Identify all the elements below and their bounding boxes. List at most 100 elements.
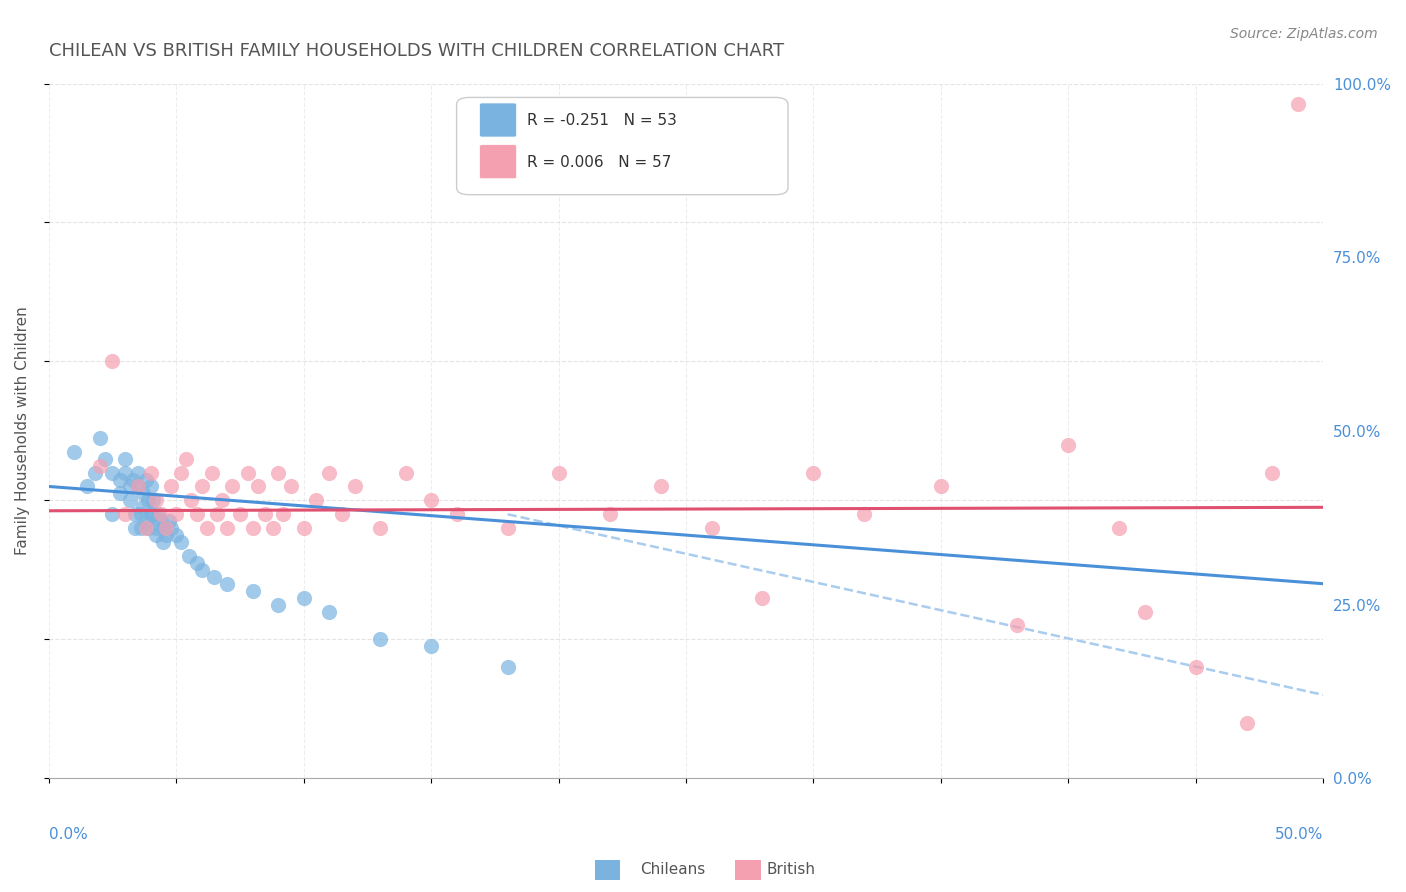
Point	[650, 479, 672, 493]
Point	[368, 632, 391, 647]
Point	[599, 508, 621, 522]
Point	[1007, 618, 1029, 632]
Point	[170, 535, 193, 549]
Point	[127, 479, 149, 493]
Point	[135, 514, 157, 528]
Point	[267, 598, 290, 612]
Point	[343, 479, 366, 493]
Point	[165, 528, 187, 542]
Point	[236, 466, 259, 480]
Point	[135, 521, 157, 535]
Point	[76, 479, 98, 493]
Point	[142, 493, 165, 508]
Point	[83, 466, 105, 480]
Point	[127, 466, 149, 480]
Point	[89, 458, 111, 473]
FancyBboxPatch shape	[479, 103, 516, 137]
Point	[127, 479, 149, 493]
Point	[170, 466, 193, 480]
Point	[124, 521, 146, 535]
FancyBboxPatch shape	[457, 97, 787, 194]
Point	[101, 508, 124, 522]
Point	[180, 493, 202, 508]
Point	[292, 521, 315, 535]
Text: British: British	[766, 863, 815, 877]
Point	[124, 508, 146, 522]
Point	[751, 591, 773, 605]
Point	[132, 500, 155, 515]
Point	[217, 576, 239, 591]
Text: CHILEAN VS BRITISH FAMILY HOUSEHOLDS WITH CHILDREN CORRELATION CHART: CHILEAN VS BRITISH FAMILY HOUSEHOLDS WIT…	[49, 42, 785, 60]
Point	[246, 479, 269, 493]
Point	[190, 563, 212, 577]
Point	[1057, 438, 1080, 452]
Point	[129, 521, 152, 535]
Point	[1286, 97, 1309, 112]
Point	[318, 605, 340, 619]
Point	[165, 508, 187, 522]
Point	[229, 508, 252, 522]
Point	[114, 508, 136, 522]
Point	[211, 493, 233, 508]
Point	[145, 521, 167, 535]
Point	[177, 549, 200, 563]
Text: Chileans: Chileans	[640, 863, 704, 877]
Point	[1185, 660, 1208, 674]
Point	[108, 473, 131, 487]
Point	[496, 660, 519, 674]
Point	[305, 493, 328, 508]
Point	[1261, 466, 1284, 480]
Point	[142, 508, 165, 522]
Point	[254, 508, 277, 522]
Point	[145, 528, 167, 542]
Point	[145, 493, 167, 508]
Point	[853, 508, 876, 522]
Point	[394, 466, 416, 480]
Point	[135, 473, 157, 487]
Point	[204, 570, 226, 584]
Point	[420, 639, 443, 653]
Point	[108, 486, 131, 500]
Point	[1236, 715, 1258, 730]
Point	[280, 479, 302, 493]
Point	[136, 521, 159, 535]
Point	[217, 521, 239, 535]
Point	[1133, 605, 1156, 619]
Point	[148, 508, 170, 522]
Point	[929, 479, 952, 493]
Point	[496, 521, 519, 535]
Point	[149, 514, 172, 528]
Point	[155, 521, 177, 535]
Point	[176, 451, 198, 466]
Point	[1108, 521, 1130, 535]
Point	[152, 521, 174, 535]
Point	[547, 466, 569, 480]
Point	[446, 508, 468, 522]
Point	[152, 535, 174, 549]
Point	[700, 521, 723, 535]
Point	[330, 508, 353, 522]
Point	[160, 479, 183, 493]
Point	[89, 431, 111, 445]
Point	[267, 466, 290, 480]
Point	[101, 354, 124, 368]
Point	[129, 508, 152, 522]
Text: R = 0.006   N = 57: R = 0.006 N = 57	[527, 154, 671, 169]
Point	[195, 521, 218, 535]
Point	[205, 508, 228, 522]
Point	[149, 508, 172, 522]
Point	[190, 479, 212, 493]
Text: 0.0%: 0.0%	[49, 827, 87, 842]
Point	[803, 466, 825, 480]
FancyBboxPatch shape	[479, 145, 516, 178]
Point	[242, 521, 264, 535]
Text: 50.0%: 50.0%	[1275, 827, 1323, 842]
Point	[94, 451, 117, 466]
Point	[139, 479, 162, 493]
Point	[122, 473, 145, 487]
Point	[262, 521, 284, 535]
Point	[420, 493, 443, 508]
Point	[132, 486, 155, 500]
Point	[160, 521, 183, 535]
Point	[186, 556, 208, 570]
